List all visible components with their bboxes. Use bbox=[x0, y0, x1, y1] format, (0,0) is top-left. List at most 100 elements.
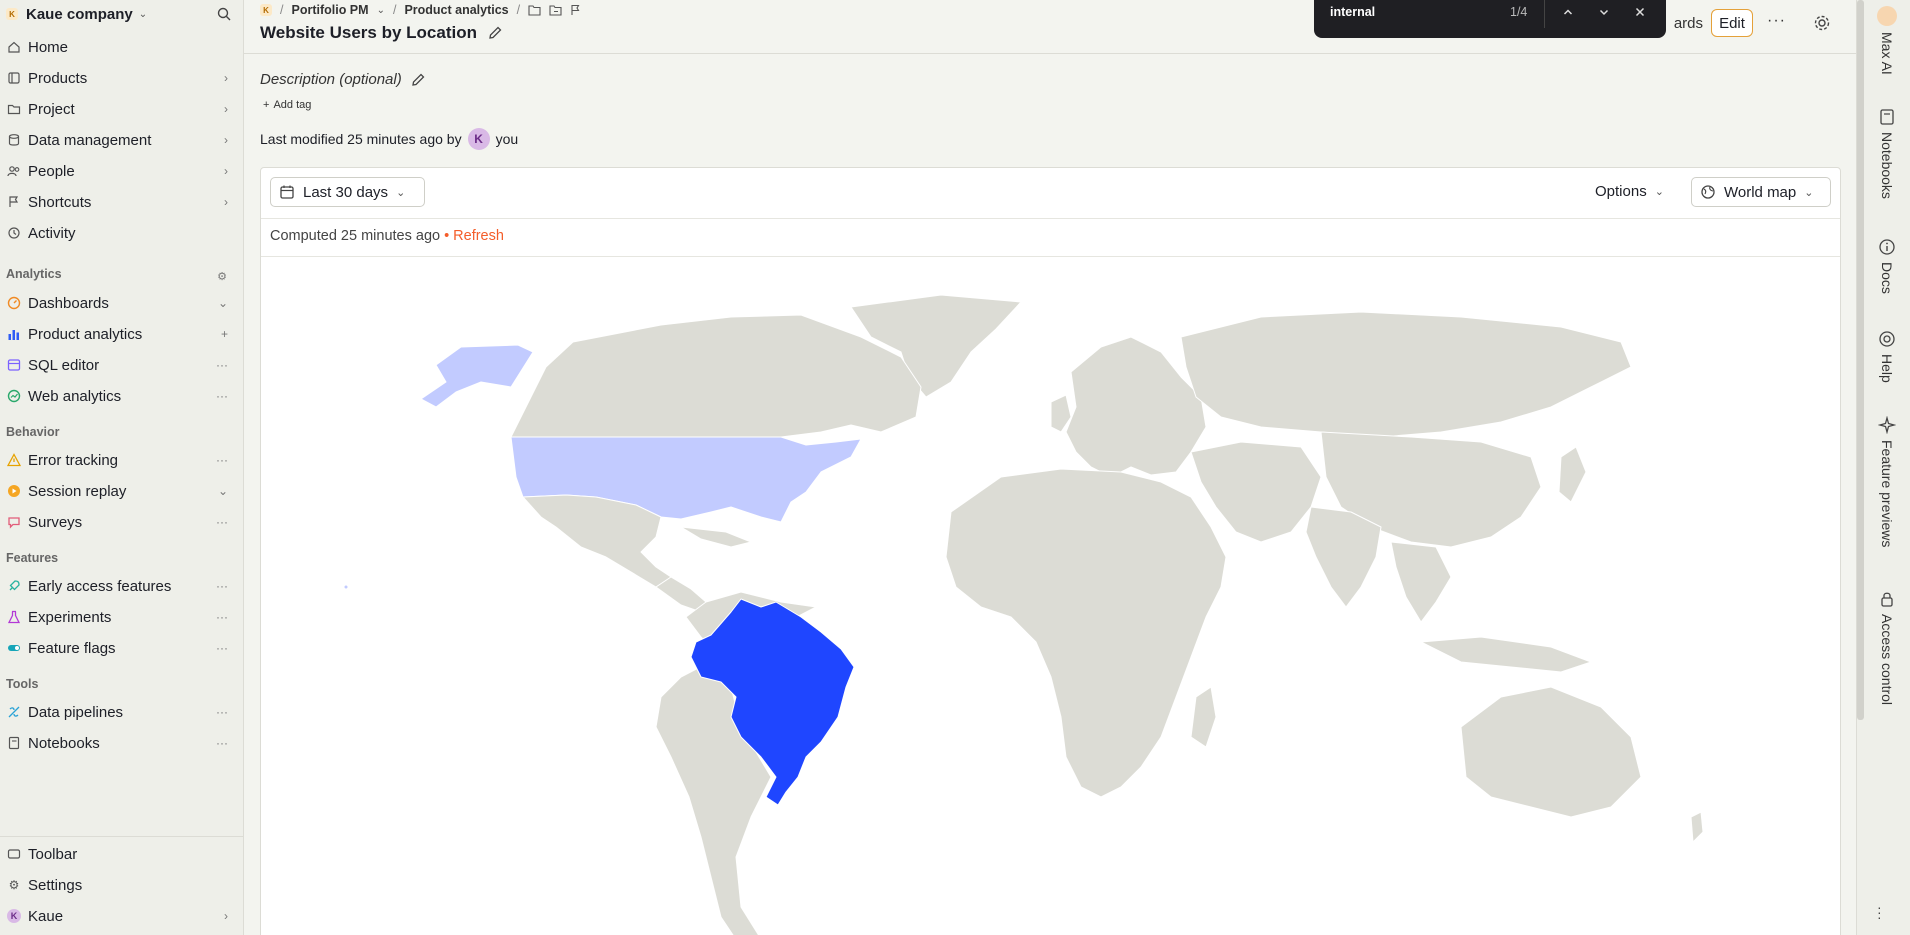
scrollbar[interactable] bbox=[1857, 0, 1864, 720]
region-madagascar[interactable] bbox=[1190, 686, 1217, 748]
dashboards-button[interactable]: ards bbox=[1673, 14, 1703, 32]
chevron-up-icon[interactable] bbox=[1558, 2, 1578, 22]
more-icon[interactable]: ··· bbox=[216, 358, 228, 372]
region-russia[interactable] bbox=[1180, 311, 1632, 438]
sidebar-item-data-pipelines[interactable]: Data pipelines ··· bbox=[0, 698, 244, 726]
region-india[interactable] bbox=[1305, 506, 1382, 608]
find-query-input[interactable]: internal bbox=[1330, 5, 1376, 19]
plus-icon: + bbox=[263, 99, 270, 111]
sidebar-item-products[interactable]: Products › bbox=[0, 64, 244, 92]
date-range-button[interactable]: Last 30 days ⌄ bbox=[270, 177, 425, 207]
sidebar-item-experiments[interactable]: Experiments ··· bbox=[0, 603, 244, 631]
sidebar-item-feature-flags[interactable]: Feature flags ··· bbox=[0, 634, 244, 662]
region-uk[interactable] bbox=[1050, 394, 1072, 433]
rail-notebooks[interactable]: Notebooks bbox=[1875, 108, 1899, 199]
sidebar-item-activity[interactable]: Activity bbox=[0, 219, 244, 247]
rail-feature-previews[interactable]: Feature previews bbox=[1875, 416, 1899, 547]
warning-icon bbox=[6, 452, 22, 468]
computed-text: Computed 25 minutes ago bbox=[270, 228, 441, 244]
refresh-link[interactable]: Refresh bbox=[453, 228, 504, 244]
close-icon[interactable] bbox=[1630, 2, 1650, 22]
project-logo: K bbox=[260, 4, 272, 16]
region-china[interactable] bbox=[1320, 431, 1542, 548]
visualization-type-button[interactable]: World map ⌄ bbox=[1691, 177, 1831, 207]
flag-icon[interactable] bbox=[570, 4, 581, 16]
sidebar-item-toolbar[interactable]: Toolbar bbox=[0, 840, 244, 868]
sidebar-item-label: Data management bbox=[28, 131, 152, 149]
pencil-icon[interactable] bbox=[410, 72, 426, 88]
region-brazil[interactable] bbox=[690, 598, 855, 806]
region-middle-east[interactable] bbox=[1190, 441, 1322, 543]
region-new-zealand[interactable] bbox=[1690, 811, 1704, 843]
region-greenland[interactable] bbox=[850, 294, 1022, 398]
sidebar-item-dashboards[interactable]: Dashboards ⌄ bbox=[0, 289, 244, 317]
sidebar-item-people[interactable]: People › bbox=[0, 157, 244, 185]
folder-move-icon[interactable] bbox=[549, 4, 562, 16]
sidebar-item-project[interactable]: Project › bbox=[0, 95, 244, 123]
sidebar-item-label: Home bbox=[28, 38, 69, 56]
settings-small-icon[interactable]: ⚙ bbox=[217, 271, 227, 283]
sidebar-item-web-analytics[interactable]: Web analytics ··· bbox=[0, 382, 244, 410]
folder-open-icon[interactable] bbox=[528, 4, 541, 16]
home-icon bbox=[6, 39, 22, 55]
breadcrumb-project[interactable]: Portifolio PM bbox=[291, 3, 369, 17]
sidebar-item-label: Feature flags bbox=[28, 639, 116, 657]
search-icon[interactable] bbox=[216, 6, 232, 22]
sidebar-item-settings[interactable]: ⚙ Settings bbox=[0, 871, 244, 899]
more-icon[interactable]: ··· bbox=[216, 705, 228, 719]
region-alaska[interactable] bbox=[420, 344, 534, 408]
lock-icon bbox=[1881, 592, 1893, 607]
chevron-down-icon[interactable]: ⌄ bbox=[376, 4, 385, 16]
sidebar-item-shortcuts[interactable]: Shortcuts › bbox=[0, 188, 244, 216]
region-africa[interactable] bbox=[945, 468, 1227, 798]
chevron-right-icon: › bbox=[224, 164, 228, 178]
gear-icon[interactable] bbox=[1813, 14, 1831, 32]
region-europe[interactable] bbox=[1065, 336, 1207, 478]
rail-max-ai[interactable]: Max AI bbox=[1875, 6, 1899, 75]
plus-icon[interactable]: + bbox=[220, 327, 228, 341]
region-caribbean[interactable] bbox=[680, 526, 752, 548]
more-icon[interactable]: ··· bbox=[216, 515, 228, 529]
chevron-right-icon: › bbox=[224, 133, 228, 147]
more-icon[interactable]: ··· bbox=[216, 610, 228, 624]
pencil-icon[interactable] bbox=[487, 25, 503, 41]
more-icon[interactable]: ··· bbox=[216, 736, 228, 750]
more-menu-icon[interactable]: ··· bbox=[1767, 12, 1786, 29]
more-icon[interactable]: ··· bbox=[216, 389, 228, 403]
description-field[interactable]: Description (optional) bbox=[260, 71, 426, 88]
sidebar-item-product-analytics[interactable]: Product analytics + bbox=[0, 320, 244, 348]
sidebar-item-label: Early access features bbox=[28, 577, 172, 595]
breadcrumb-section[interactable]: Product analytics bbox=[404, 3, 509, 17]
sidebar-item-error-tracking[interactable]: Error tracking ··· bbox=[0, 446, 244, 474]
sidebar-item-account[interactable]: K Kaue › bbox=[0, 902, 244, 930]
sidebar-item-label: Surveys bbox=[28, 513, 83, 531]
rail-docs[interactable]: Docs bbox=[1875, 238, 1899, 294]
region-indonesia[interactable] bbox=[1420, 636, 1592, 673]
more-icon[interactable]: ··· bbox=[216, 453, 228, 467]
add-tag-button[interactable]: + Add tag bbox=[263, 99, 311, 111]
sidebar-item-session-replay[interactable]: Session replay ⌄ bbox=[0, 477, 244, 505]
team-switcher[interactable]: K Kaue company ⌄ bbox=[6, 3, 238, 25]
region-southeast-asia[interactable] bbox=[1390, 541, 1452, 623]
sidebar-item-sql-editor[interactable]: SQL editor ··· bbox=[0, 351, 244, 379]
region-japan[interactable] bbox=[1558, 446, 1587, 503]
more-vertical-icon[interactable]: · · · bbox=[1877, 899, 1882, 925]
sidebar-item-surveys[interactable]: Surveys ··· bbox=[0, 508, 244, 536]
region-mexico[interactable] bbox=[522, 494, 672, 588]
more-icon[interactable]: ··· bbox=[216, 579, 228, 593]
chevron-down-icon[interactable] bbox=[1594, 2, 1614, 22]
region-central-america[interactable] bbox=[655, 576, 707, 613]
rail-label: Access control bbox=[1879, 614, 1895, 706]
sidebar-item-home[interactable]: Home bbox=[0, 33, 244, 61]
sidebar-item-data-management[interactable]: Data management › bbox=[0, 126, 244, 154]
sidebar-item-early-access-features[interactable]: Early access features ··· bbox=[0, 572, 244, 600]
sidebar-item-notebooks[interactable]: Notebooks ··· bbox=[0, 729, 244, 757]
region-australia[interactable] bbox=[1460, 686, 1642, 818]
options-button[interactable]: Options ⌄ bbox=[1595, 183, 1664, 200]
rail-help[interactable]: Help bbox=[1875, 330, 1899, 383]
region-canada[interactable] bbox=[510, 314, 922, 438]
region-hawaii[interactable] bbox=[344, 585, 348, 589]
rail-access-control[interactable]: Access control bbox=[1875, 590, 1899, 705]
more-icon[interactable]: ··· bbox=[216, 641, 228, 655]
edit-button[interactable]: Edit bbox=[1711, 9, 1753, 37]
